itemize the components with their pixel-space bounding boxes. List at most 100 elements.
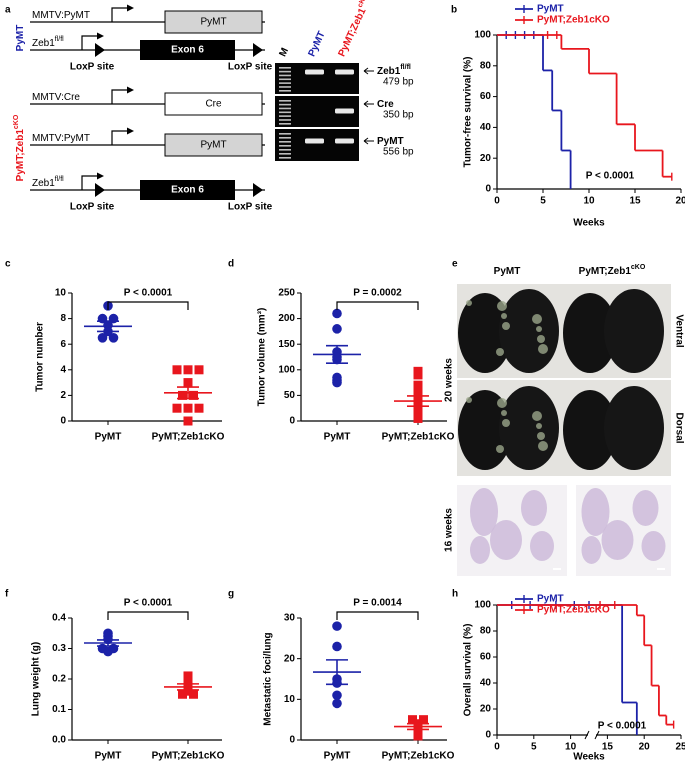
legend-label: PyMT (537, 594, 564, 605)
x-axis-label: Weeks (573, 752, 605, 763)
gel-band (335, 108, 354, 114)
gene-box (164, 133, 263, 157)
lung-section (530, 531, 554, 561)
significance-bracket (107, 301, 189, 310)
y-axis-label: Tumor volume (mm³) (257, 308, 268, 407)
lung-section (581, 488, 610, 536)
lung-section (581, 536, 602, 564)
p-value: P < 0.0001 (124, 288, 173, 299)
data-point (413, 388, 423, 398)
data-point (413, 380, 423, 390)
scale-bar (553, 568, 561, 570)
tumor-nodule (537, 335, 545, 343)
lung-lobe (604, 289, 664, 373)
gene-label: PyMT (200, 17, 226, 28)
lung-section (641, 531, 666, 561)
ladder-band (279, 149, 291, 151)
significance-bracket (336, 611, 419, 620)
y-tick-label: 40 (480, 122, 492, 133)
gene-box (164, 92, 263, 116)
band-size: 350 bp (383, 110, 414, 121)
tumor-nodule (501, 313, 507, 319)
lane-label: M (277, 46, 290, 58)
y-tick-label: 4 (60, 364, 66, 375)
y-axis-label: Lung weight (g) (31, 642, 42, 716)
data-point (332, 641, 342, 652)
x-tick-label: PyMT;Zeb1cKO (382, 432, 455, 443)
x-tick-label: PyMT (324, 751, 351, 762)
data-point (408, 715, 417, 725)
label-text: PyMT;Zeb1 (579, 266, 632, 277)
label-text: Zeb1 (32, 38, 55, 49)
data-point (194, 365, 204, 375)
exon-label: Exon 6 (171, 185, 204, 196)
p-value: P < 0.0001 (586, 171, 635, 182)
ladder-band (279, 107, 291, 110)
label-text: PyMT (306, 30, 327, 59)
label-text: PyMT (494, 266, 521, 277)
ladder-band (279, 137, 291, 139)
view-label: Dorsal (673, 412, 684, 443)
ladder-band (279, 74, 291, 77)
gel-band (305, 69, 324, 75)
label-text: M (277, 46, 290, 58)
legend-label: PyMT;Zeb1cKO (537, 605, 610, 616)
loxp-site (253, 183, 263, 197)
data-point (172, 403, 182, 413)
gel-band (305, 138, 324, 144)
band-arrow (363, 137, 374, 145)
tumor-nodule (532, 314, 542, 324)
arrow-head (97, 172, 104, 180)
y-tick-label: 20 (480, 153, 492, 164)
arrow-head (127, 86, 134, 94)
y-tick-label: 0.4 (52, 613, 66, 624)
tumor-nodule (538, 441, 548, 451)
loxp-label: LoxP site (228, 62, 273, 73)
x-tick-label: 0 (494, 742, 500, 753)
y-axis-label: Overall survival (%) (463, 624, 474, 717)
y-tick-label: 100 (278, 364, 295, 375)
ladder-band (279, 78, 291, 81)
tumor-nodule (537, 432, 545, 440)
exon-label: Exon 6 (171, 45, 204, 56)
construct-label: MMTV:PyMT (32, 133, 90, 144)
ladder-band (279, 103, 291, 106)
panel-label: d (228, 259, 234, 270)
exon-box (140, 40, 235, 60)
loxp-label: LoxP site (70, 202, 115, 213)
data-point (183, 365, 193, 375)
data-point (413, 413, 423, 423)
lung-section (490, 520, 522, 560)
data-point (172, 365, 182, 375)
tumor-nodule (466, 397, 472, 403)
gene-label: PyMT (200, 140, 226, 151)
label-text: Zeb1 (32, 178, 55, 189)
label-superscript: cKO (13, 114, 20, 129)
data-point (103, 646, 113, 657)
label-text: MMTV:PyMT (32, 10, 90, 21)
y-tick-label: 80 (480, 626, 492, 637)
data-point (183, 686, 193, 696)
lung-section (521, 490, 547, 526)
lane-label: PyMT;Zeb1cKO (335, 0, 375, 58)
ladder-band (279, 119, 291, 121)
tumor-nodule (502, 322, 510, 330)
ladder-band (279, 86, 291, 88)
ladder-band (279, 70, 291, 73)
y-axis-label: Metastatic foci/lung (263, 632, 274, 725)
ladder-band (279, 145, 291, 147)
age-label: 16 weeks (444, 508, 455, 552)
data-point (108, 333, 119, 343)
tumor-nodule (536, 423, 542, 429)
x-tick-label: 0 (494, 196, 500, 207)
label-superscript: cKO (631, 264, 646, 271)
data-point (183, 378, 193, 388)
panel-label: f (5, 589, 9, 600)
data-point (189, 689, 198, 699)
data-point (332, 377, 342, 388)
data-point (332, 324, 342, 334)
y-tick-label: 40 (480, 678, 492, 689)
panel-label: b (451, 5, 457, 16)
ladder-band (279, 115, 291, 117)
x-tick-label: 5 (531, 742, 537, 753)
